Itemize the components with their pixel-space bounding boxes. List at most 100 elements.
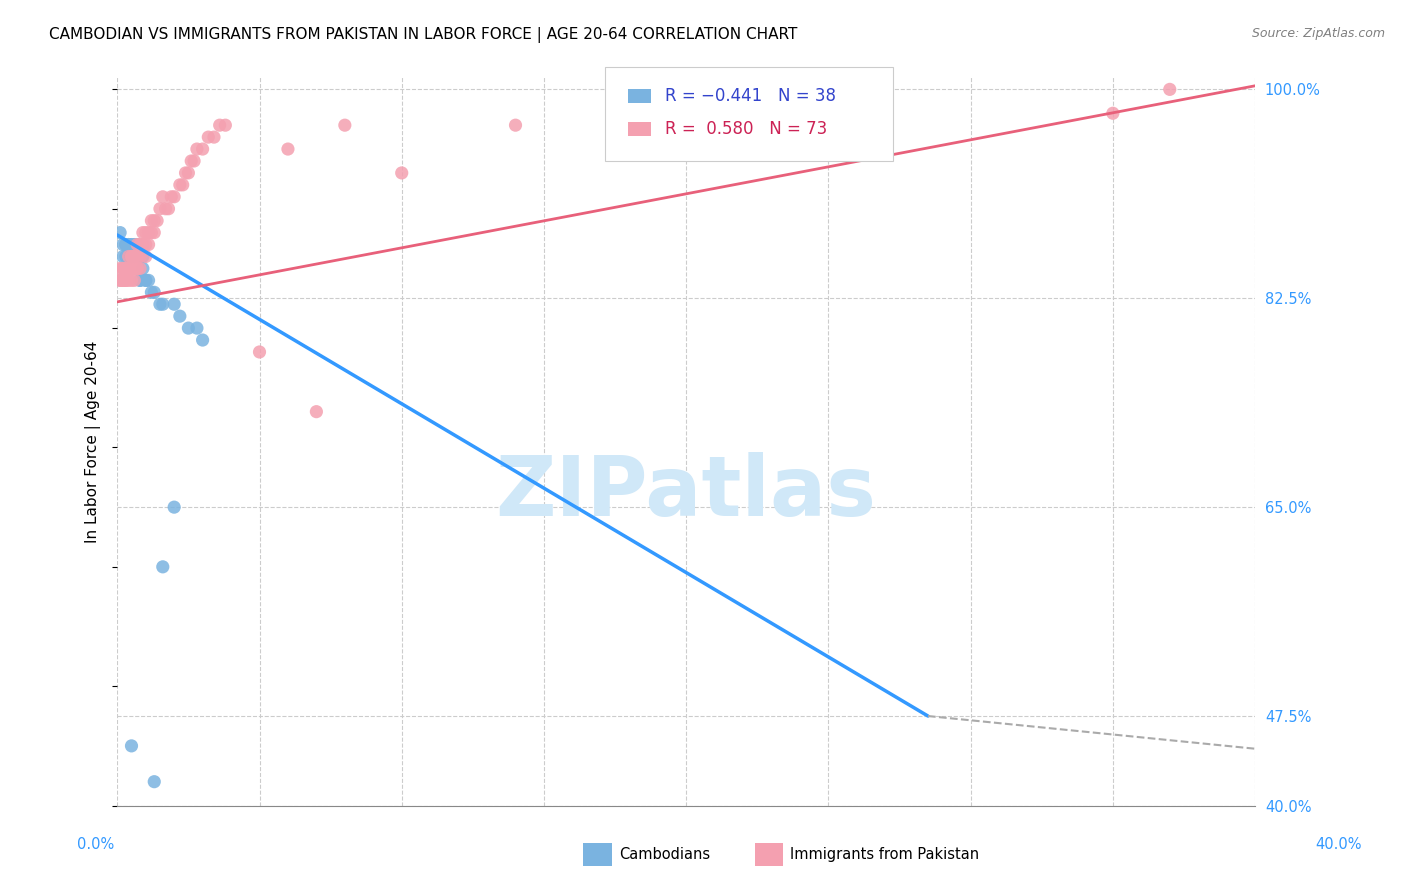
Point [121, 261, 143, 276]
Point [124, 250, 146, 264]
Point [169, 178, 191, 192]
Point [129, 237, 152, 252]
Point [108, 226, 131, 240]
Point [197, 130, 219, 145]
Point [114, 237, 136, 252]
Point [172, 178, 194, 192]
Point [118, 237, 141, 252]
Point [249, 345, 271, 359]
Point [132, 250, 155, 264]
Point [143, 213, 166, 227]
Point [138, 273, 160, 287]
Point [124, 261, 146, 276]
Point [152, 297, 174, 311]
Point [391, 166, 413, 180]
Point [675, 106, 697, 120]
Point [163, 190, 186, 204]
Point [114, 261, 136, 276]
Text: Immigrants from Pakistan: Immigrants from Pakistan [790, 847, 980, 862]
Point [163, 297, 186, 311]
Point [333, 118, 356, 132]
Point [111, 273, 134, 287]
Point [108, 273, 131, 287]
Point [146, 213, 169, 227]
Point [124, 273, 146, 287]
Point [121, 250, 143, 264]
Point [135, 273, 157, 287]
Point [124, 250, 146, 264]
Point [208, 118, 231, 132]
Point [141, 226, 163, 240]
Point [127, 237, 149, 252]
Point [149, 202, 172, 216]
Point [135, 250, 157, 264]
Point [114, 250, 136, 264]
Point [124, 250, 146, 264]
Point [183, 153, 205, 168]
Point [121, 250, 143, 264]
Point [180, 153, 202, 168]
Point [143, 226, 166, 240]
Point [135, 273, 157, 287]
Point [108, 261, 131, 276]
Point [138, 237, 160, 252]
Point [129, 261, 152, 276]
Point [191, 333, 214, 347]
Point [132, 261, 155, 276]
Point [127, 261, 149, 276]
Point [505, 118, 527, 132]
Point [129, 250, 152, 264]
Point [124, 250, 146, 264]
Point [121, 250, 143, 264]
Point [135, 237, 157, 252]
Point [111, 261, 134, 276]
Point [127, 250, 149, 264]
Point [177, 321, 200, 335]
Point [114, 261, 136, 276]
Point [186, 142, 208, 156]
Text: CAMBODIAN VS IMMIGRANTS FROM PAKISTAN IN LABOR FORCE | AGE 20-64 CORRELATION CHA: CAMBODIAN VS IMMIGRANTS FROM PAKISTAN IN… [49, 27, 797, 43]
Point [141, 213, 163, 227]
Text: 40.0%: 40.0% [1315, 838, 1362, 852]
Point [114, 237, 136, 252]
Point [157, 202, 180, 216]
Point [124, 261, 146, 276]
Point [121, 273, 143, 287]
Point [118, 273, 141, 287]
Point [121, 261, 143, 276]
Text: R = −0.441   N = 38: R = −0.441 N = 38 [665, 87, 837, 105]
Point [127, 237, 149, 252]
Point [111, 273, 134, 287]
Point [132, 226, 155, 240]
Point [114, 273, 136, 287]
Point [191, 142, 214, 156]
Point [121, 250, 143, 264]
Point [202, 130, 225, 145]
Point [129, 273, 152, 287]
Point [108, 273, 131, 287]
Point [214, 118, 236, 132]
Text: ZIPatlas: ZIPatlas [496, 452, 877, 533]
Point [169, 309, 191, 323]
Point [127, 250, 149, 264]
Point [111, 250, 134, 264]
Point [152, 190, 174, 204]
Point [141, 285, 163, 300]
Point [111, 261, 134, 276]
Point [1159, 82, 1181, 96]
Point [186, 321, 208, 335]
Point [121, 237, 143, 252]
Point [118, 237, 141, 252]
Point [277, 142, 299, 156]
Point [149, 297, 172, 311]
Text: Source: ZipAtlas.com: Source: ZipAtlas.com [1251, 27, 1385, 40]
Point [143, 774, 166, 789]
Point [118, 261, 141, 276]
Point [111, 237, 134, 252]
Point [152, 559, 174, 574]
Point [114, 273, 136, 287]
Point [305, 405, 328, 419]
Y-axis label: In Labor Force | Age 20-64: In Labor Force | Age 20-64 [86, 341, 101, 542]
Text: R =  0.580   N = 73: R = 0.580 N = 73 [665, 120, 827, 138]
Point [121, 250, 143, 264]
